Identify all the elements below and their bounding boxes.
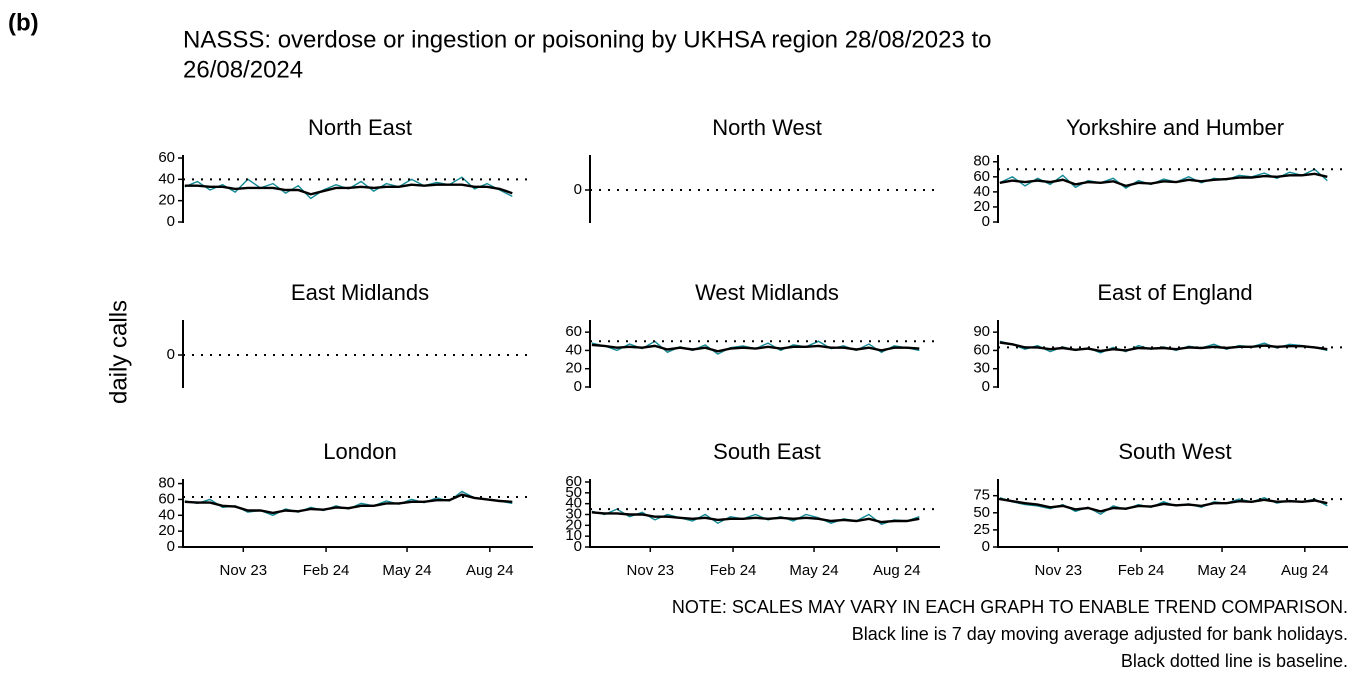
x-tick-label: May 24 <box>1197 562 1246 579</box>
x-tick-label: Aug 24 <box>466 562 514 579</box>
average-line <box>999 341 1328 353</box>
panel-title: London <box>323 439 396 464</box>
y-tick-label: 80 <box>158 475 175 492</box>
panel-title: South West <box>1118 439 1231 464</box>
y-tick-label: 50 <box>565 484 582 501</box>
y-tick-label: 0 <box>574 378 582 395</box>
y-tick-label: 0 <box>167 346 175 363</box>
y-tick-label: 0 <box>982 538 990 555</box>
average-line <box>999 172 1328 188</box>
x-tick-label: Feb 24 <box>1118 562 1165 579</box>
note: Black dotted line is baseline. <box>1121 651 1348 671</box>
x-tick-label: May 24 <box>382 562 431 579</box>
y-tick-label: 60 <box>158 149 175 166</box>
y-tick-label: 40 <box>565 341 582 358</box>
average-line <box>591 343 920 353</box>
panel-title: East of England <box>1097 280 1252 305</box>
y-axis-label: daily calls <box>105 300 132 404</box>
x-tick-label: Aug 24 <box>1281 562 1329 579</box>
average-line <box>184 493 513 515</box>
y-tick-label: 60 <box>158 490 175 507</box>
y-tick-label: 80 <box>973 153 990 170</box>
y-tick-label: 20 <box>973 198 990 215</box>
panel-title: South East <box>713 439 821 464</box>
panel-title: West Midlands <box>695 280 839 305</box>
y-tick-label: 0 <box>982 213 990 230</box>
x-tick-label: Nov 23 <box>220 562 268 579</box>
y-tick-label: 40 <box>158 506 175 523</box>
y-tick-label: 30 <box>565 505 582 522</box>
panel-title: East Midlands <box>291 280 429 305</box>
x-tick-label: May 24 <box>789 562 838 579</box>
y-tick-label: 25 <box>973 521 990 538</box>
note: NOTE: SCALES MAY VARY IN EACH GRAPH TO E… <box>672 597 1348 617</box>
y-tick-label: 0 <box>574 538 582 555</box>
y-tick-label: 0 <box>982 378 990 395</box>
y-tick-label: 60 <box>973 168 990 185</box>
y-tick-label: 30 <box>973 360 990 377</box>
y-tick-label: 40 <box>565 495 582 512</box>
y-tick-label: 0 <box>574 181 582 198</box>
y-tick-label: 0 <box>167 538 175 555</box>
y-tick-label: 60 <box>565 473 582 490</box>
y-tick-label: 50 <box>973 504 990 521</box>
y-tick-label: 0 <box>167 213 175 230</box>
panel-title: North East <box>308 115 412 140</box>
y-tick-label: 40 <box>973 183 990 200</box>
chart-title: NASSS: overdose or ingestion or poisonin… <box>183 26 992 53</box>
daily-line <box>999 168 1328 189</box>
y-tick-label: 60 <box>973 341 990 358</box>
y-tick-label: 20 <box>565 516 582 533</box>
y-tick-label: 10 <box>565 527 582 544</box>
chart-title: 26/08/2024 <box>183 56 303 83</box>
y-tick-label: 20 <box>565 360 582 377</box>
x-tick-label: Nov 23 <box>627 562 675 579</box>
y-tick-label: 20 <box>158 192 175 209</box>
y-tick-label: 60 <box>565 323 582 340</box>
average-line <box>184 183 513 196</box>
average-line <box>591 511 920 524</box>
x-tick-label: Feb 24 <box>303 562 350 579</box>
x-tick-label: Feb 24 <box>710 562 757 579</box>
x-tick-label: Aug 24 <box>873 562 921 579</box>
panel-title: North West <box>712 115 822 140</box>
y-tick-label: 40 <box>158 170 175 187</box>
average-line <box>999 497 1328 513</box>
y-tick-label: 90 <box>973 323 990 340</box>
y-tick-label: 20 <box>158 522 175 539</box>
y-tick-label: 75 <box>973 487 990 504</box>
panel-title: Yorkshire and Humber <box>1066 115 1284 140</box>
note: Black line is 7 day moving average adjus… <box>852 624 1348 644</box>
x-tick-label: Nov 23 <box>1035 562 1083 579</box>
panel-label: (b) <box>8 9 39 36</box>
